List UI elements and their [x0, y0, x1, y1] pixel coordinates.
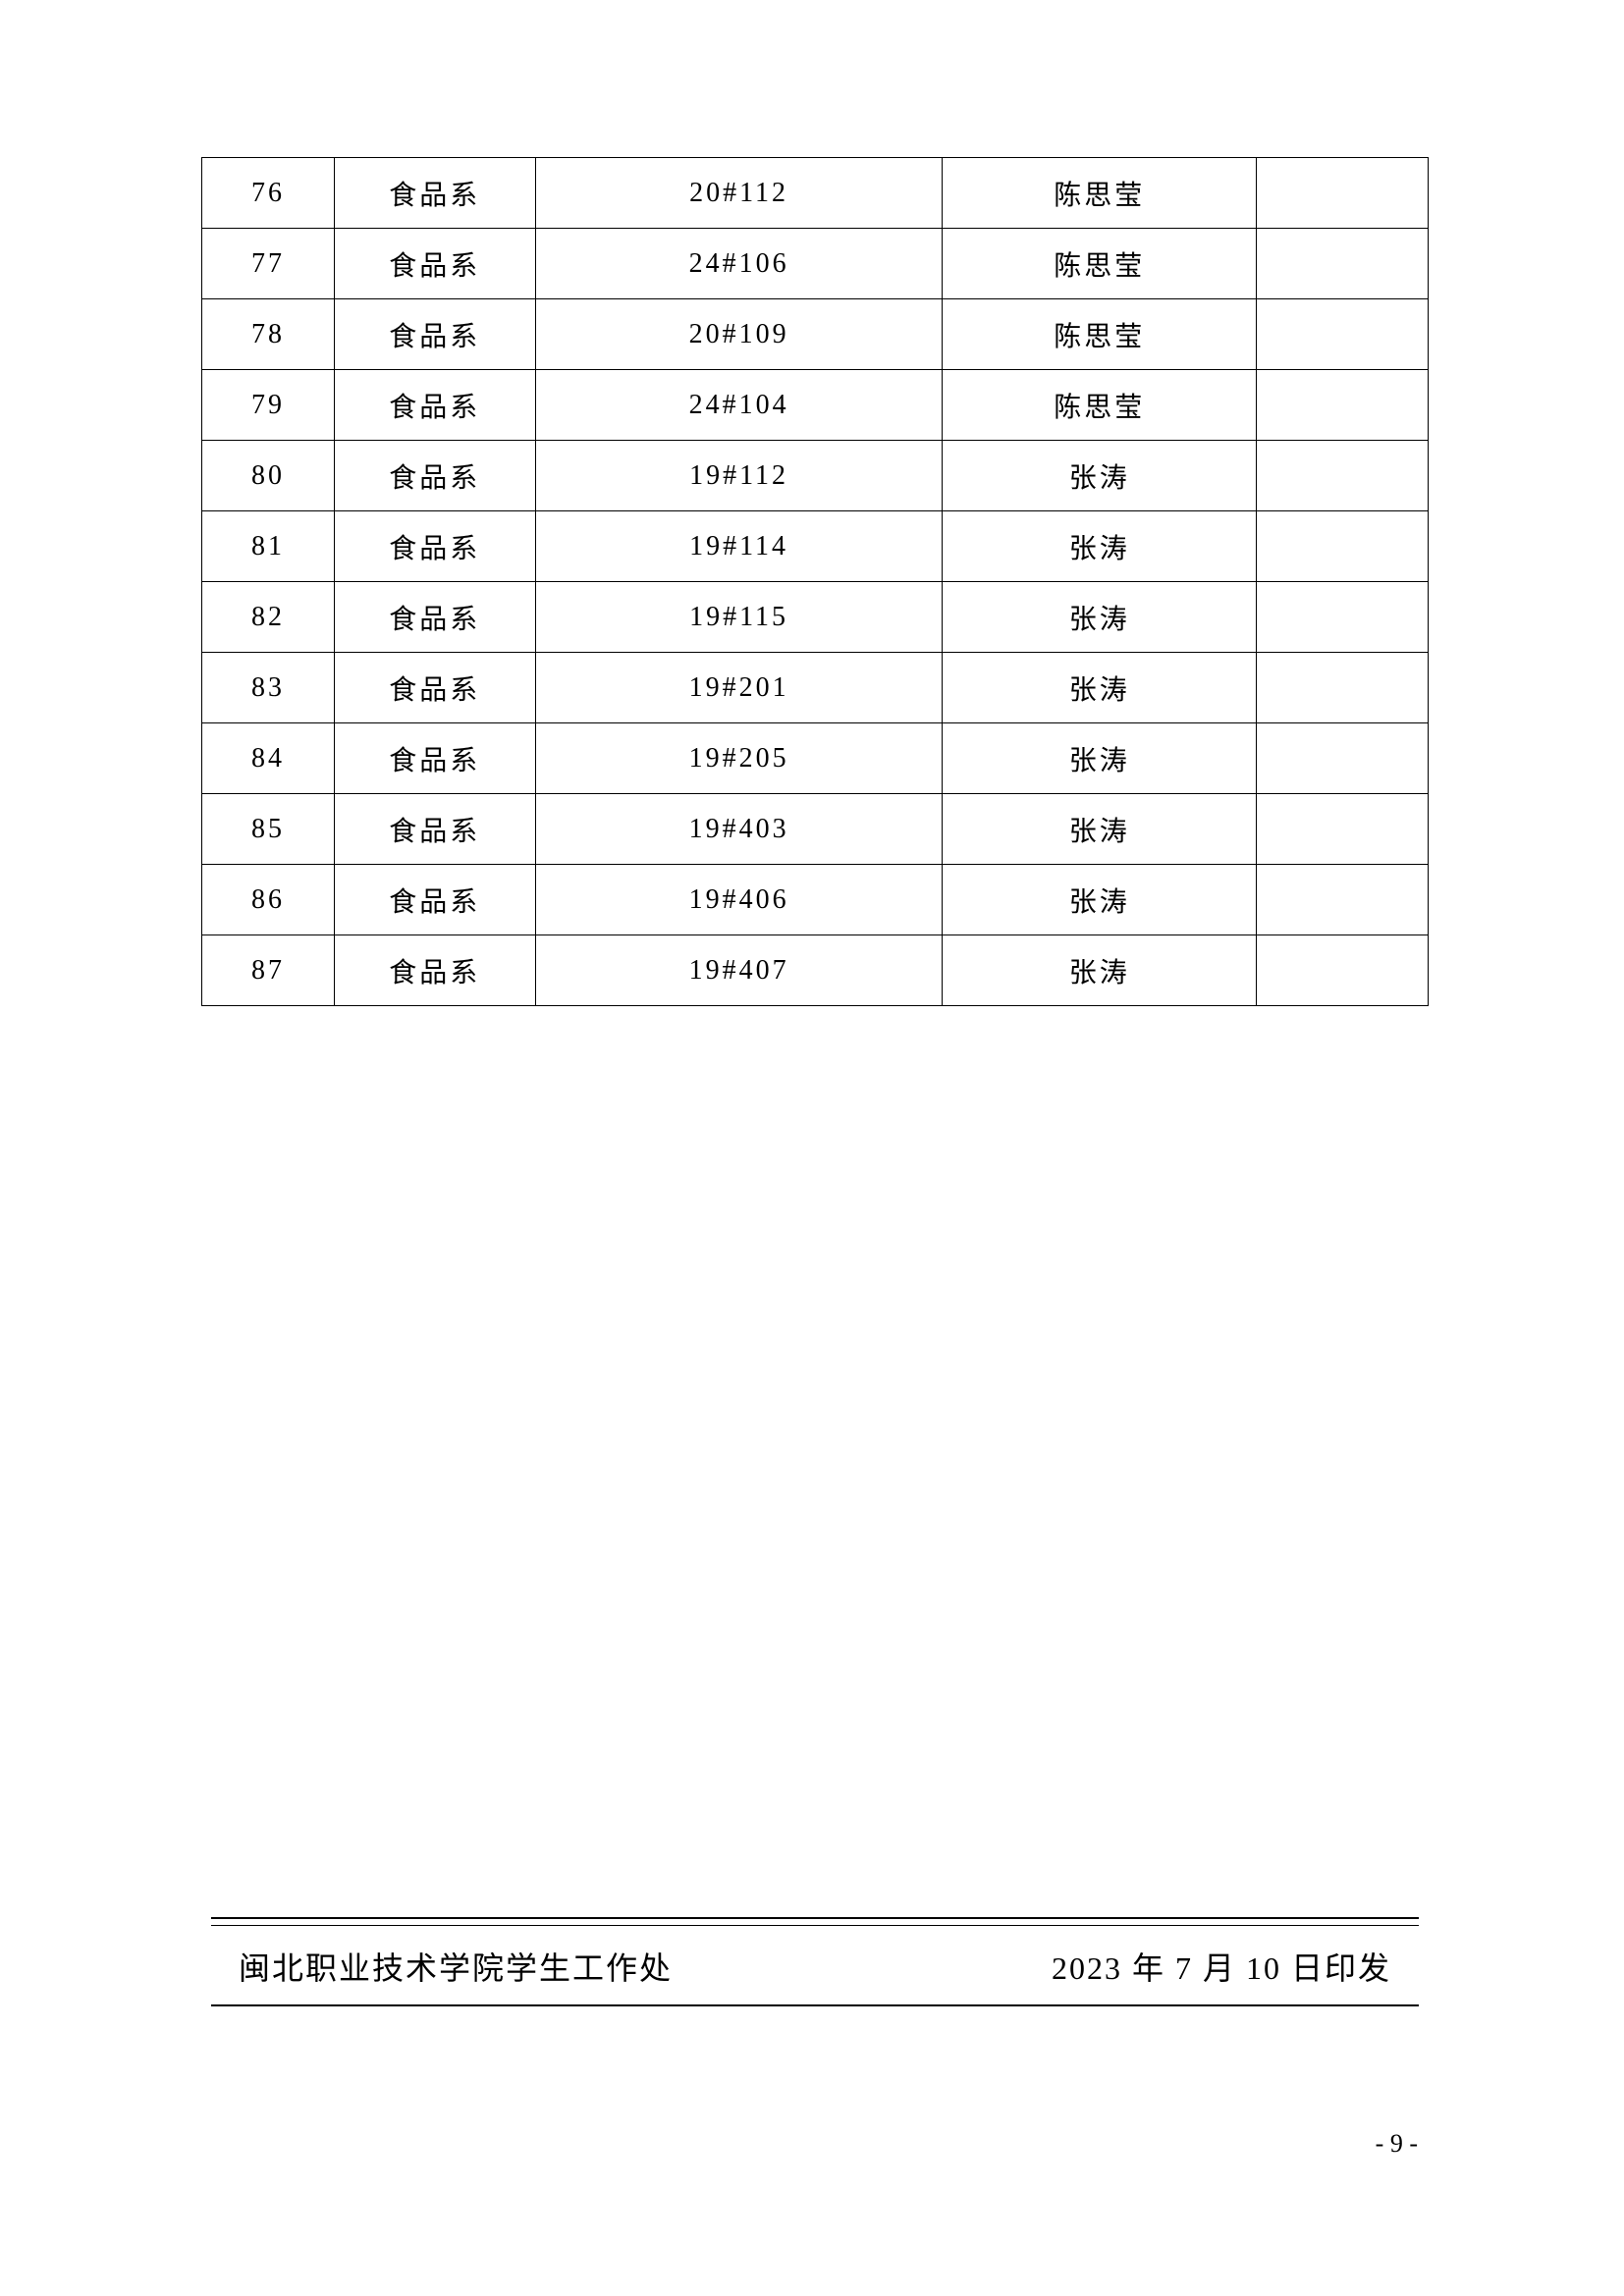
table-cell	[1257, 582, 1429, 653]
table-cell: 19#112	[535, 441, 943, 511]
table-row: 77食品系24#106陈思莹	[202, 229, 1429, 299]
table-cell: 张涛	[943, 582, 1257, 653]
table-cell: 食品系	[334, 794, 535, 865]
table-row: 87食品系19#407张涛	[202, 935, 1429, 1006]
table-cell: 19#403	[535, 794, 943, 865]
table-cell: 食品系	[334, 723, 535, 794]
table-row: 78食品系20#109陈思莹	[202, 299, 1429, 370]
footer-rule-top	[211, 1917, 1419, 1919]
table-row: 82食品系19#115张涛	[202, 582, 1429, 653]
page-number: - 9 -	[1376, 2129, 1418, 2159]
table-cell: 张涛	[943, 794, 1257, 865]
table-row: 76食品系20#112陈思莹	[202, 158, 1429, 229]
table-cell: 19#205	[535, 723, 943, 794]
table-cell	[1257, 511, 1429, 582]
table-cell: 陈思莹	[943, 370, 1257, 441]
footer-text-row: 闽北职业技术学院学生工作处 2023 年 7 月 10 日印发	[211, 1926, 1419, 2004]
table-cell: 19#406	[535, 865, 943, 935]
table-cell: 食品系	[334, 511, 535, 582]
table-row: 85食品系19#403张涛	[202, 794, 1429, 865]
table-cell: 19#115	[535, 582, 943, 653]
table-row: 80食品系19#112张涛	[202, 441, 1429, 511]
table-row: 84食品系19#205张涛	[202, 723, 1429, 794]
table-cell: 陈思莹	[943, 158, 1257, 229]
table-cell: 食品系	[334, 935, 535, 1006]
table-cell: 82	[202, 582, 335, 653]
table-row: 83食品系19#201张涛	[202, 653, 1429, 723]
table-cell: 87	[202, 935, 335, 1006]
table-cell: 张涛	[943, 441, 1257, 511]
table-cell: 张涛	[943, 865, 1257, 935]
footer-date: 2023 年 7 月 10 日印发	[1052, 1944, 1391, 1989]
table-cell	[1257, 229, 1429, 299]
main-content: 76食品系20#112陈思莹77食品系24#106陈思莹78食品系20#109陈…	[201, 157, 1429, 1006]
table-cell	[1257, 935, 1429, 1006]
table-cell	[1257, 441, 1429, 511]
table-cell	[1257, 865, 1429, 935]
table-cell: 19#407	[535, 935, 943, 1006]
table-cell	[1257, 370, 1429, 441]
table-cell: 食品系	[334, 582, 535, 653]
table-cell: 陈思莹	[943, 299, 1257, 370]
table-cell: 84	[202, 723, 335, 794]
table-cell: 食品系	[334, 865, 535, 935]
footer-rule-bottom	[211, 2004, 1419, 2006]
table-cell: 食品系	[334, 653, 535, 723]
table-cell: 张涛	[943, 935, 1257, 1006]
table-cell: 食品系	[334, 229, 535, 299]
table-cell: 85	[202, 794, 335, 865]
table-cell: 80	[202, 441, 335, 511]
data-table: 76食品系20#112陈思莹77食品系24#106陈思莹78食品系20#109陈…	[201, 157, 1429, 1006]
table-cell: 86	[202, 865, 335, 935]
table-cell: 张涛	[943, 723, 1257, 794]
table-cell	[1257, 158, 1429, 229]
table-cell: 24#104	[535, 370, 943, 441]
table-cell: 陈思莹	[943, 229, 1257, 299]
table-cell: 20#112	[535, 158, 943, 229]
page-footer: 闽北职业技术学院学生工作处 2023 年 7 月 10 日印发	[211, 1917, 1419, 2006]
table-cell: 食品系	[334, 370, 535, 441]
table-cell: 19#114	[535, 511, 943, 582]
footer-org-name: 闽北职业技术学院学生工作处	[239, 1944, 673, 1989]
table-row: 86食品系19#406张涛	[202, 865, 1429, 935]
table-cell	[1257, 299, 1429, 370]
table-cell: 食品系	[334, 299, 535, 370]
table-cell: 食品系	[334, 441, 535, 511]
table-cell: 83	[202, 653, 335, 723]
table-cell: 食品系	[334, 158, 535, 229]
table-cell	[1257, 653, 1429, 723]
table-cell: 76	[202, 158, 335, 229]
table-cell: 张涛	[943, 511, 1257, 582]
table-cell: 79	[202, 370, 335, 441]
table-row: 81食品系19#114张涛	[202, 511, 1429, 582]
table-cell: 81	[202, 511, 335, 582]
table-cell: 19#201	[535, 653, 943, 723]
table-cell	[1257, 794, 1429, 865]
table-cell: 77	[202, 229, 335, 299]
table-cell: 78	[202, 299, 335, 370]
table-cell	[1257, 723, 1429, 794]
table-cell: 20#109	[535, 299, 943, 370]
table-row: 79食品系24#104陈思莹	[202, 370, 1429, 441]
table-cell: 张涛	[943, 653, 1257, 723]
table-cell: 24#106	[535, 229, 943, 299]
